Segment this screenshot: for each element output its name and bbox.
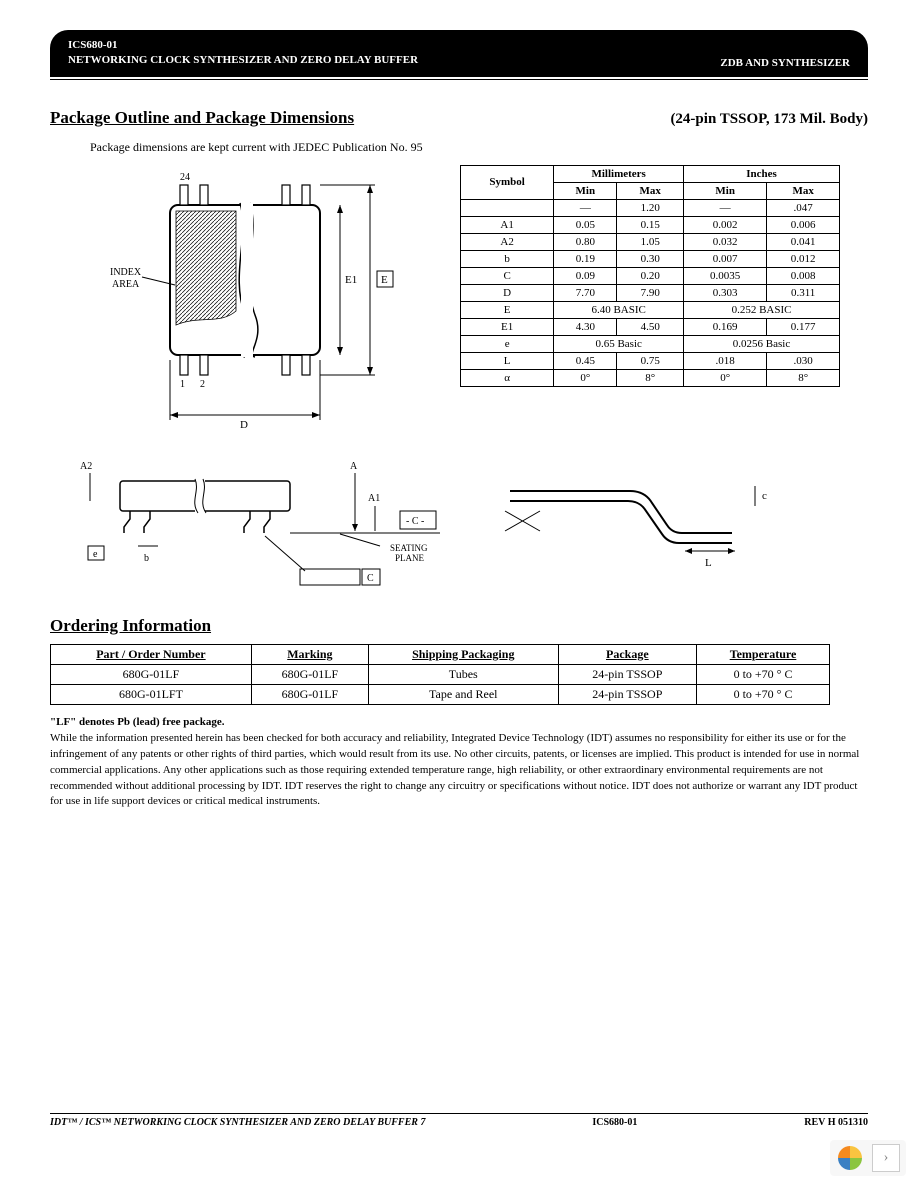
footer-mid: ICS680-01 (592, 1117, 637, 1128)
th-in-min: Min (684, 182, 767, 199)
label-C-box: - C - (406, 516, 424, 527)
footer: IDT™ / ICS™ NETWORKING CLOCK SYNTHESIZER… (50, 1113, 868, 1128)
header-bar: ICS680-01 NETWORKING CLOCK SYNTHESIZER A… (50, 30, 868, 77)
nav-widget: › (830, 1140, 906, 1176)
table-row: D7.707.900.3030.311 (461, 284, 840, 301)
lf-note: "LF" denotes Pb (lead) free package. (50, 715, 868, 731)
table-row: A20.801.050.0320.041 (461, 233, 840, 250)
label-pin24: 24 (180, 172, 190, 183)
label-C: C (367, 573, 374, 584)
label-A2: A2 (80, 461, 92, 472)
ordering-table: Part / Order Number Marking Shipping Pac… (50, 644, 830, 705)
th-mm: Millimeters (554, 165, 684, 182)
label-e: e (93, 549, 98, 560)
label-plane: PLANE (395, 553, 425, 563)
package-top-diagram: 24 1 2 INDEX AREA E1 E D (50, 165, 430, 445)
dimensions-table: Symbol Millimeters Inches Min Max Min Ma… (460, 165, 840, 387)
section-title-package: Package Outline and Package Dimensions (50, 108, 354, 128)
header-part-number: ICS680-01 (68, 38, 418, 53)
table-row: E14.304.500.1690.177 (461, 318, 840, 335)
label-L: L (705, 557, 712, 569)
label-index-area-1: INDEX (110, 267, 142, 278)
section-title-ordering: Ordering Information (50, 616, 868, 636)
package-side-diagrams: A2 e b A A1 - C - SEATING PLANE (50, 451, 810, 601)
jedec-note: Package dimensions are kept current with… (90, 140, 868, 155)
label-E1: E1 (345, 274, 357, 286)
footer-right: REV H 051310 (804, 1117, 868, 1128)
disclaimer-body: While the information presented herein h… (50, 731, 868, 811)
label-index-area-2: AREA (112, 279, 140, 290)
footer-left: IDT™ / ICS™ NETWORKING CLOCK SYNTHESIZER… (50, 1117, 425, 1128)
table-row: α0°8°0°8° (461, 369, 840, 386)
next-page-button[interactable]: › (872, 1144, 900, 1172)
th-marking: Marking (251, 644, 368, 664)
label-seating: SEATING (390, 543, 428, 553)
header-subtitle: NETWORKING CLOCK SYNTHESIZER AND ZERO DE… (68, 53, 418, 68)
logo-icon (836, 1144, 864, 1172)
table-row: A10.050.150.0020.006 (461, 216, 840, 233)
th-shipping: Shipping Packaging (368, 644, 558, 664)
table-row: L0.450.75.018.030 (461, 352, 840, 369)
table-row: e0.65 Basic0.0256 Basic (461, 335, 840, 352)
table-row: —1.20—.047 (461, 199, 840, 216)
label-E: E (381, 274, 388, 286)
header-right: ZDB AND SYNTHESIZER (720, 57, 850, 69)
label-A1: A1 (368, 493, 380, 504)
header-rule (50, 79, 868, 80)
label-pin1: 1 (180, 379, 185, 390)
table-row: 680G-01LF 680G-01LF Tubes 24-pin TSSOP 0… (51, 664, 830, 684)
table-row: E6.40 BASIC0.252 BASIC (461, 301, 840, 318)
th-in-max: Max (767, 182, 840, 199)
th-symbol: Symbol (461, 165, 554, 199)
table-row: b0.190.300.0070.012 (461, 250, 840, 267)
label-A: A (350, 461, 358, 472)
th-mm-max: Max (617, 182, 684, 199)
section-subtitle-package: (24-pin TSSOP, 173 Mil. Body) (670, 111, 868, 128)
label-D: D (240, 419, 248, 431)
th-mm-min: Min (554, 182, 617, 199)
label-b: b (144, 553, 149, 564)
th-package: Package (558, 644, 696, 664)
disclaimer: "LF" denotes Pb (lead) free package. Whi… (50, 715, 868, 811)
label-c: c (762, 490, 767, 502)
th-in: Inches (684, 165, 840, 182)
table-row: C0.090.200.00350.008 (461, 267, 840, 284)
table-row: 680G-01LFT 680G-01LF Tape and Reel 24-pi… (51, 684, 830, 704)
th-temp: Temperature (697, 644, 830, 664)
th-part: Part / Order Number (51, 644, 252, 664)
label-pin2: 2 (200, 379, 205, 390)
